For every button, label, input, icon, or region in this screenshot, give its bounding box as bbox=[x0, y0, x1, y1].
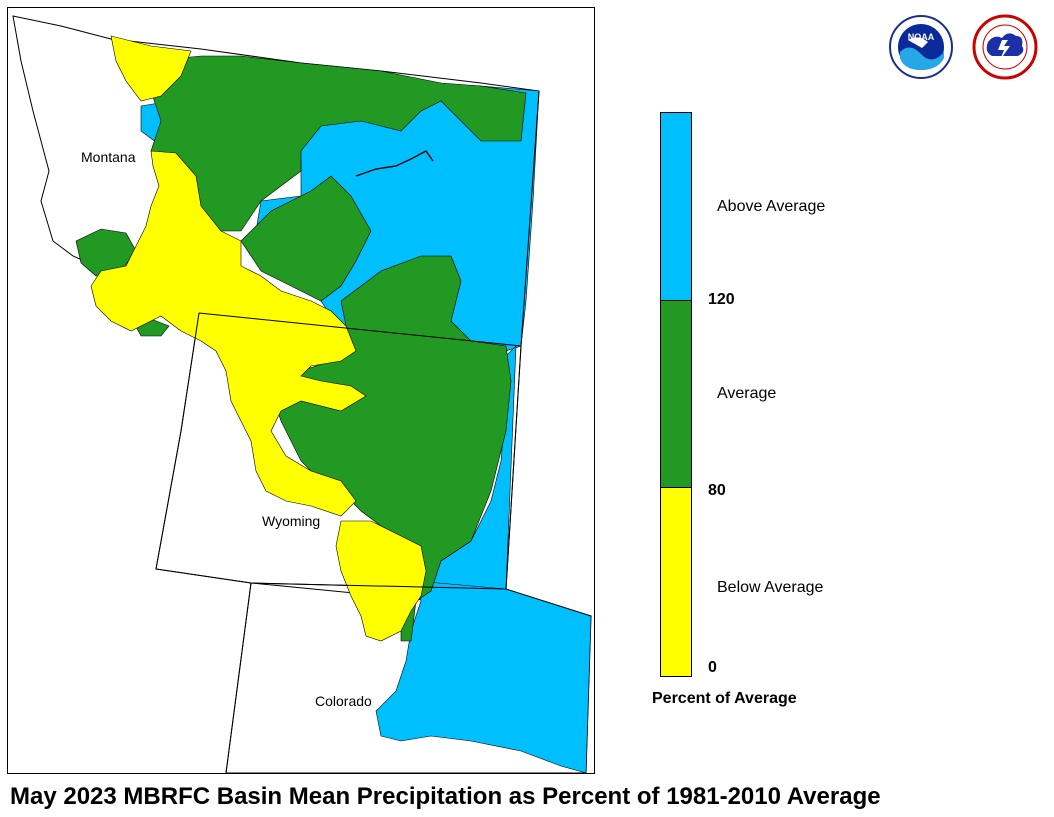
state-border-wy-north bbox=[198, 312, 522, 347]
legend-caption: Percent of Average bbox=[652, 690, 797, 707]
state-border-co-west bbox=[225, 582, 252, 774]
legend-tick-80: 80 bbox=[708, 482, 726, 499]
legend-tick-120: 120 bbox=[708, 291, 735, 308]
legend-swatch-average bbox=[660, 300, 692, 489]
noaa-logo-icon: NOAA bbox=[888, 12, 954, 82]
legend-label-average: Average bbox=[717, 385, 777, 402]
state-label-wyoming: Wyoming bbox=[262, 513, 321, 529]
state-border-east bbox=[505, 90, 540, 590]
reservoir-lake bbox=[355, 150, 434, 177]
page-title: May 2023 MBRFC Basin Mean Precipitation … bbox=[10, 783, 881, 810]
state-border-wy-west bbox=[155, 312, 200, 570]
basin-region-below-s bbox=[335, 520, 427, 642]
noaa-logo-text: NOAA bbox=[908, 32, 935, 42]
state-label-colorado: Colorado bbox=[315, 693, 372, 709]
basin-region-above-co bbox=[375, 580, 592, 774]
basin-map bbox=[12, 15, 592, 774]
nws-logo-icon bbox=[972, 12, 1038, 82]
basin-region-below-sw bbox=[90, 150, 367, 517]
legend-label-above: Above Average bbox=[717, 198, 826, 215]
legend-tick-0: 0 bbox=[708, 659, 717, 676]
map-frame: Montana Wyoming Colorado bbox=[7, 7, 595, 774]
legend-swatch-above bbox=[660, 112, 692, 302]
legend-label-below: Below Average bbox=[717, 579, 824, 596]
basin-region-below-w bbox=[110, 35, 192, 102]
legend-swatch-below bbox=[660, 487, 692, 677]
state-label-montana: Montana bbox=[81, 149, 136, 165]
state-border-co-north bbox=[155, 568, 592, 617]
basin-region-average-mid bbox=[270, 255, 512, 642]
basin-region-average-c bbox=[240, 175, 372, 302]
